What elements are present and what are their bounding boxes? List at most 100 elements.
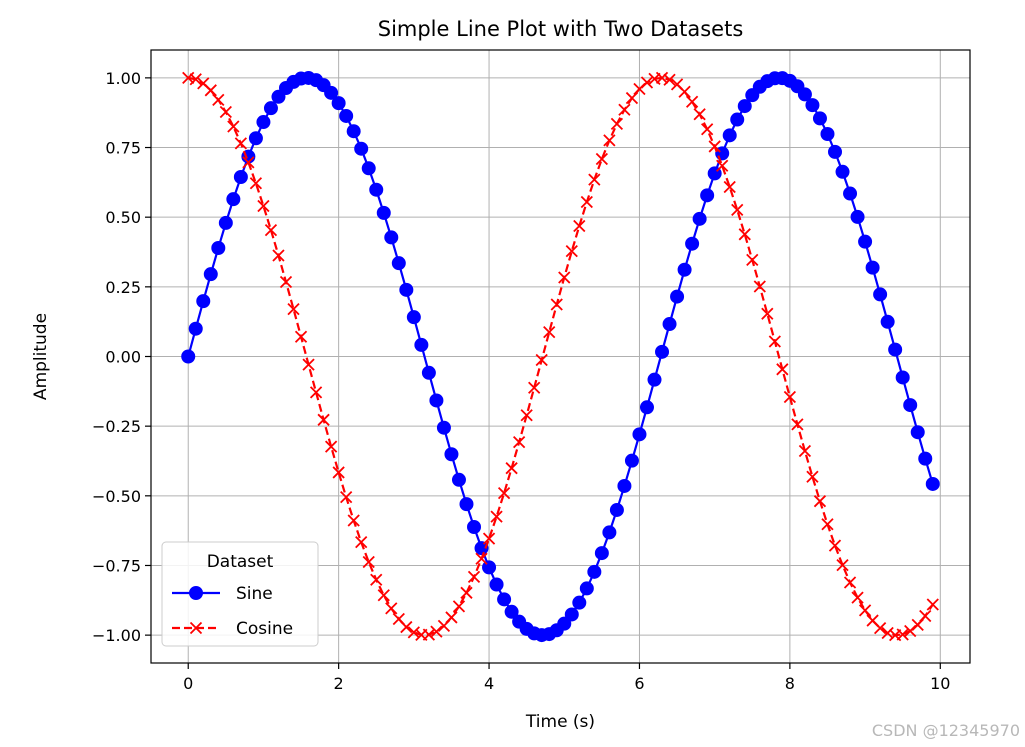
data-point-cosine	[340, 491, 353, 504]
x-tick-label: 8	[785, 674, 795, 693]
data-point-cosine	[272, 249, 285, 262]
data-point-cosine	[558, 271, 571, 284]
data-point-sine	[497, 592, 512, 607]
data-point-sine	[226, 192, 241, 207]
data-point-sine	[421, 365, 436, 380]
legend-label-sine: Sine	[236, 584, 273, 604]
data-point-sine	[617, 478, 632, 493]
data-point-sine	[655, 344, 670, 359]
data-point-cosine	[385, 602, 398, 615]
data-point-sine	[888, 342, 903, 357]
data-point-sine	[797, 87, 812, 102]
y-axis-title: Amplitude	[31, 313, 51, 400]
data-point-cosine	[422, 628, 436, 641]
legend-marker-sine	[189, 586, 203, 600]
data-point-sine	[339, 108, 354, 123]
data-point-sine	[451, 472, 466, 487]
data-point-sine	[850, 209, 865, 224]
data-point-sine	[820, 127, 835, 142]
data-point-cosine	[482, 532, 496, 545]
y-tick-label: 0.75	[105, 139, 141, 158]
data-point-cosine	[625, 91, 639, 105]
data-point-sine	[391, 256, 406, 271]
y-tick-label: −0.50	[92, 487, 141, 506]
data-point-sine	[903, 398, 918, 413]
data-point-sine	[263, 101, 278, 116]
x-tick-label: 6	[634, 674, 644, 693]
data-point-cosine	[919, 609, 932, 623]
data-point-sine	[218, 215, 233, 230]
data-point-cosine	[430, 625, 443, 638]
data-point-cosine	[610, 117, 624, 131]
data-point-sine	[812, 111, 827, 126]
x-tick-label: 0	[183, 674, 193, 693]
series-cosine	[182, 71, 939, 642]
data-point-cosine	[708, 140, 721, 153]
data-point-cosine	[738, 228, 751, 241]
data-point-cosine	[663, 73, 676, 86]
data-point-sine	[858, 234, 873, 249]
data-point-cosine	[264, 223, 278, 237]
data-point-sine	[730, 112, 745, 127]
data-point-cosine	[881, 626, 894, 640]
data-point-sine	[406, 310, 421, 325]
data-point-sine	[843, 186, 858, 201]
data-point-cosine	[497, 486, 511, 500]
x-axis-title: Time (s)	[525, 712, 595, 732]
legend-title: Dataset	[207, 552, 274, 572]
data-point-sine	[414, 337, 429, 352]
data-point-sine	[587, 564, 602, 579]
legend-entry-sine: Sine	[172, 584, 273, 604]
data-point-cosine	[926, 598, 939, 611]
data-point-sine	[436, 420, 451, 435]
data-point-sine	[662, 317, 677, 332]
data-point-cosine	[843, 576, 857, 589]
data-point-cosine	[618, 103, 631, 116]
data-point-cosine	[189, 73, 202, 86]
legend-entries: Sine Cosine	[172, 584, 293, 639]
data-point-sine	[572, 595, 587, 610]
data-point-sine	[361, 161, 376, 176]
data-point-cosine	[873, 622, 887, 635]
y-tick-label: −0.25	[92, 417, 141, 436]
series-layer	[181, 70, 940, 643]
watermark: CSDN @12345970	[872, 721, 1020, 740]
data-point-sine	[880, 314, 895, 329]
data-point-cosine	[851, 591, 864, 604]
data-point-cosine	[768, 335, 781, 348]
data-point-sine	[647, 372, 662, 387]
data-point-cosine	[302, 358, 315, 371]
data-point-cosine	[204, 84, 217, 97]
data-point-sine	[203, 267, 218, 282]
data-point-sine	[489, 577, 504, 592]
data-point-sine	[346, 124, 361, 139]
legend-entry-cosine: Cosine	[172, 619, 293, 639]
data-point-cosine	[309, 386, 323, 399]
data-point-cosine	[505, 462, 518, 475]
data-point-sine	[700, 188, 715, 203]
y-tick-label: −1.00	[92, 626, 141, 645]
data-point-cosine	[565, 245, 578, 258]
data-point-cosine	[317, 413, 330, 426]
legend: Dataset Sine Cosine	[161, 541, 319, 647]
data-point-sine	[624, 453, 639, 468]
data-point-sine	[865, 260, 880, 275]
data-point-cosine	[836, 558, 849, 572]
x-tick-label: 4	[484, 674, 494, 693]
data-point-sine	[384, 230, 399, 245]
data-point-cosine	[776, 363, 789, 376]
x-tick-label: 2	[334, 674, 344, 693]
y-tick-label: 0.50	[105, 208, 141, 227]
data-point-sine	[835, 164, 850, 179]
data-point-sine	[602, 525, 617, 540]
data-point-cosine	[595, 152, 609, 166]
data-point-sine	[181, 349, 196, 364]
data-point-sine	[256, 115, 271, 130]
data-point-cosine	[588, 173, 601, 186]
data-point-cosine	[723, 180, 736, 194]
x-tick-label: 10	[930, 674, 950, 693]
data-point-cosine	[603, 134, 616, 147]
data-point-cosine	[324, 440, 338, 453]
data-point-sine	[467, 519, 482, 534]
data-point-cosine	[753, 280, 766, 293]
